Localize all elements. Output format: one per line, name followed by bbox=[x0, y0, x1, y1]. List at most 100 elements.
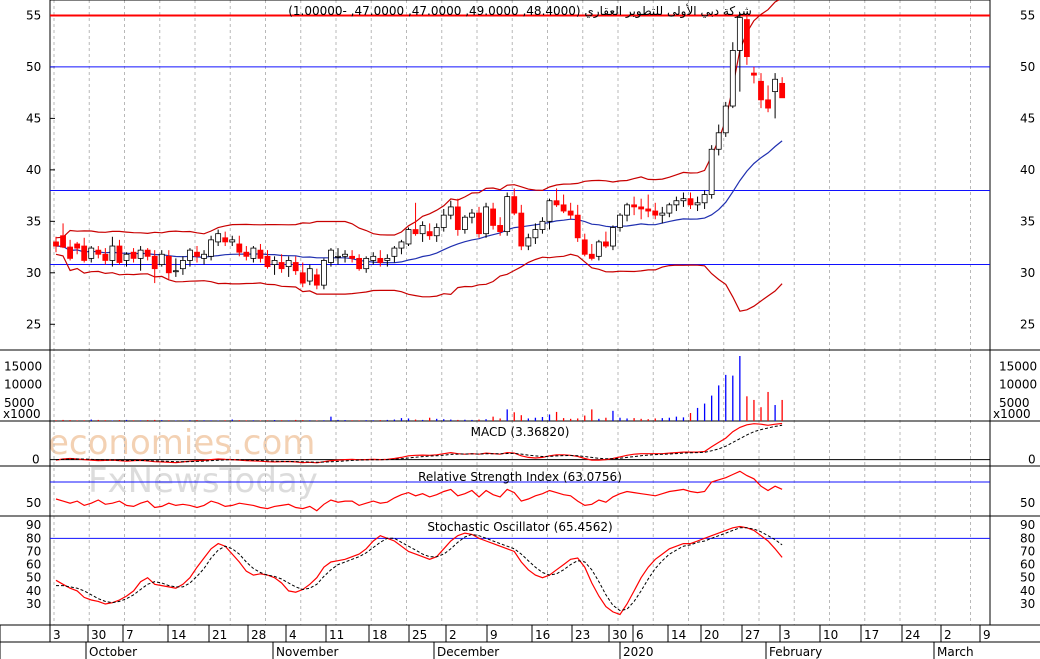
candle-body bbox=[469, 212, 475, 218]
candle-body bbox=[610, 227, 616, 247]
candle-body bbox=[736, 17, 743, 51]
candle-body bbox=[194, 251, 200, 257]
candle-body bbox=[666, 204, 673, 214]
candle-body bbox=[292, 262, 299, 272]
candle-body bbox=[208, 239, 215, 257]
stoch-tick-label-left: 30 bbox=[26, 597, 41, 611]
candle-body bbox=[708, 148, 715, 195]
volume-tick-label-left: 10000 bbox=[4, 378, 42, 392]
candle-body bbox=[694, 202, 701, 206]
candle-body bbox=[412, 229, 419, 235]
candle-body bbox=[165, 255, 172, 274]
candle-body bbox=[391, 247, 398, 257]
candle-body bbox=[779, 82, 786, 99]
candle-body bbox=[144, 249, 151, 257]
candle-body bbox=[158, 253, 165, 265]
candle-body bbox=[546, 200, 553, 222]
stoch-tick-label-left: 40 bbox=[26, 584, 41, 598]
candle-body bbox=[102, 253, 109, 261]
candle-body bbox=[306, 268, 313, 282]
stoch-tick-label-right: 80 bbox=[1020, 531, 1035, 545]
candle-body bbox=[588, 253, 595, 259]
x-month-label: December bbox=[437, 645, 499, 659]
volume-tick-label-left: 15000 bbox=[4, 360, 42, 374]
candle-body bbox=[765, 99, 771, 109]
candle-body bbox=[574, 214, 581, 239]
candle-body bbox=[313, 274, 320, 286]
watermark-fxnewstoday: FxNewsToday bbox=[88, 461, 318, 501]
grid-lines bbox=[53, 0, 971, 625]
price-panel: 25 25 30 30 35 35 40 40 45 45 50 50 55 55 bbox=[26, 0, 1035, 331]
candle-body bbox=[95, 249, 102, 255]
x-day-label: 4 bbox=[289, 628, 297, 642]
candle-body bbox=[349, 255, 356, 259]
candle-body bbox=[320, 260, 327, 286]
x-day-label: 9 bbox=[490, 628, 498, 642]
x-day-label: 30 bbox=[612, 628, 627, 642]
candle-body bbox=[673, 200, 680, 206]
candle-body bbox=[461, 216, 468, 230]
price-tick-label-left: 55 bbox=[26, 8, 41, 22]
volume-tick-label-right: 15000 bbox=[999, 360, 1037, 374]
candle-body bbox=[440, 214, 447, 228]
candle-body bbox=[504, 196, 511, 233]
candle-body bbox=[377, 257, 384, 263]
candle-body bbox=[236, 243, 243, 253]
candle-body bbox=[483, 206, 489, 235]
x-day-label: 9 bbox=[983, 628, 991, 642]
candle-body bbox=[715, 132, 722, 150]
axis-labels: 3 30 7 14 21 28 4 11 18 25 2 9 16 23 30 6 14 20 27 3 10 17 24 2… bbox=[49, 625, 991, 659]
price-tick-label-left: 25 bbox=[26, 317, 41, 331]
candle-body bbox=[81, 245, 88, 261]
candle-body bbox=[476, 212, 482, 235]
candle-body bbox=[419, 225, 426, 235]
candle-body bbox=[659, 212, 666, 216]
x-day-label: 11 bbox=[329, 628, 344, 642]
candle-body bbox=[264, 255, 271, 268]
candle-body bbox=[271, 260, 278, 265]
candle-body bbox=[60, 235, 66, 248]
candle-body bbox=[744, 19, 750, 58]
candle-body bbox=[722, 105, 729, 134]
candle-body bbox=[229, 239, 236, 243]
candle-body bbox=[603, 241, 609, 247]
candle-body bbox=[701, 194, 708, 204]
candle-body bbox=[518, 212, 525, 247]
candle-body bbox=[624, 204, 630, 216]
candle-body bbox=[74, 243, 81, 249]
candle-body bbox=[363, 257, 370, 270]
x-month-label: February bbox=[769, 645, 822, 659]
candle-body bbox=[67, 246, 73, 259]
candle-body bbox=[751, 72, 757, 76]
candle-body bbox=[172, 270, 179, 273]
candle-body bbox=[342, 253, 348, 257]
x-day-label: 7 bbox=[126, 628, 134, 642]
x-day-label: 20 bbox=[704, 628, 719, 642]
stoch-tick-label-left: 90 bbox=[26, 518, 41, 532]
volume-panel: 5000 5000 10000 10000 15000 15000 bbox=[4, 355, 1037, 421]
x-day-label: 21 bbox=[212, 628, 227, 642]
volume-multiplier-right: x1000 bbox=[993, 407, 1031, 421]
candle-body bbox=[250, 247, 257, 259]
candle-body bbox=[631, 204, 637, 208]
candle-body bbox=[729, 50, 736, 107]
macd-tick-label-right: 0 bbox=[1028, 453, 1036, 467]
rsi-panel: 50 50 bbox=[26, 470, 1035, 512]
candle-body bbox=[525, 237, 532, 247]
stoch-k-line bbox=[55, 525, 783, 616]
candle-body bbox=[532, 229, 539, 239]
price-tick-label-right: 40 bbox=[1020, 163, 1035, 177]
x-day-label: 3 bbox=[783, 628, 791, 642]
stoch-d-line bbox=[56, 527, 783, 612]
price-title: شركة دبي الأولى للتطوير العقاري (48.4000… bbox=[288, 3, 752, 19]
volume-tick-label-left: 5000 bbox=[4, 396, 35, 410]
stoch-title: Stochastic Oscillator (65.4562) bbox=[427, 520, 612, 534]
macd-tick-label-left: 0 bbox=[32, 453, 40, 467]
price-tick-label-left: 30 bbox=[26, 266, 41, 280]
x-day-label: 25 bbox=[412, 628, 427, 642]
x-day-label: 23 bbox=[575, 628, 590, 642]
rsi-tick-label-left: 50 bbox=[26, 496, 41, 510]
x-day-label: 14 bbox=[171, 628, 186, 642]
